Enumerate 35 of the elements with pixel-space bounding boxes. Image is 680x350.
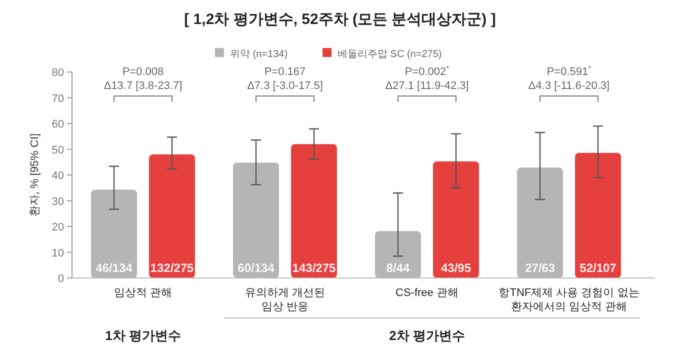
legend-label: 위약 (n=134) [230, 49, 288, 60]
legend-label: 베돌리주맙 SC (n=275) [338, 49, 442, 60]
y-tick-label: 30 [52, 196, 64, 208]
y-tick-label: 60 [52, 118, 64, 130]
y-tick-label: 0 [58, 273, 64, 285]
bar [291, 144, 337, 278]
data-label: 8/44 [386, 261, 410, 275]
data-label: 43/95 [440, 261, 472, 275]
text: 2차 평가변수 [389, 328, 465, 343]
data-label: 143/275 [292, 261, 336, 275]
y-tick-label: 40 [52, 170, 64, 182]
bar [575, 152, 621, 278]
bar [433, 161, 479, 278]
y-axis-title: 환자, % [95% CI] [29, 133, 41, 217]
x-tick-label: CS-free 관해 [396, 287, 458, 299]
data-label: 60/134 [238, 261, 275, 275]
bar [149, 154, 195, 278]
x-tick-label: 항TNF제제 사용 경험이 없는 환자에서의 임상적 관해 [498, 287, 640, 313]
y-tick-label: 70 [52, 92, 64, 105]
annotation: P=0.002$^{*}$ Δ27.1 [11.9-42.3] [385, 64, 469, 92]
y-tick-label: 50 [52, 144, 64, 156]
annotation: P=0.591$^{*}$ Δ4.3 [-11.6-20.3] [528, 64, 610, 92]
chart-title: [ 1,2차 평가변수, 52주차 (모든 분석대상자군) ] [184, 11, 496, 28]
data-label: 27/63 [524, 261, 556, 275]
data-label: 46/134 [96, 261, 133, 275]
x-tick-label: 임상적 관해 [114, 287, 172, 299]
annotation: P=0.008 Δ13.7 [3.8-23.7] [104, 66, 182, 92]
text: 1차 평가변수 [105, 328, 181, 343]
data-label: 132/275 [150, 261, 194, 275]
y-tick-label: 20 [52, 222, 64, 234]
annotation: P=0.167 Δ7.3 [-3.0-17.5] [247, 66, 323, 92]
data-label: 52/107 [580, 261, 617, 275]
x-tick-label: 유의하게 개선된 임상 반응 [244, 287, 326, 313]
y-tick-label: 80 [52, 67, 64, 79]
y-tick-label: 10 [52, 247, 64, 260]
